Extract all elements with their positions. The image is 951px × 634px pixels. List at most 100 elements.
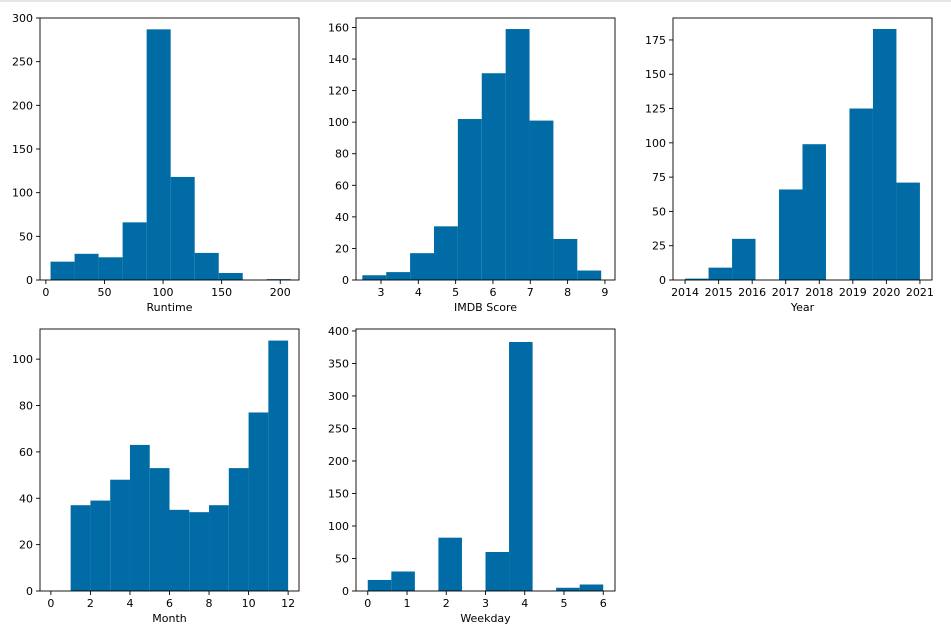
runtime-xtick-label: 150	[211, 286, 232, 299]
imdb-bar	[457, 119, 482, 280]
year-ytick-label: 25	[652, 240, 666, 253]
year-ytick-label: 100	[645, 137, 666, 150]
runtime-xlabel: Runtime	[147, 301, 193, 314]
runtime-bar	[98, 257, 123, 280]
runtime-bar	[146, 29, 171, 280]
imdb-bar	[434, 226, 458, 280]
weekday-ytick-label: 400	[328, 325, 349, 338]
imdb-ytick-label: 20	[335, 242, 349, 255]
year-xtick-label: 2014	[671, 286, 699, 299]
month-bar	[149, 468, 170, 591]
year-bar	[849, 108, 873, 280]
imdb-ytick-label: 140	[328, 53, 349, 66]
year-ytick-label: 0	[659, 274, 666, 287]
month-ytick-label: 40	[19, 492, 33, 505]
month-xtick-label: 6	[166, 597, 173, 610]
imdb-ytick-label: 120	[328, 85, 349, 98]
month-xtick-label: 10	[242, 597, 256, 610]
runtime-bar	[170, 176, 195, 280]
weekday-ytick-label: 150	[328, 487, 349, 500]
year-xtick-label: 2021	[906, 286, 934, 299]
weekday-xtick-label: 5	[560, 597, 567, 610]
weekday-ytick-label: 300	[328, 390, 349, 403]
year-xtick-label: 2016	[738, 286, 766, 299]
runtime-xtick-label: 200	[270, 286, 291, 299]
year-xtick-label: 2019	[839, 286, 867, 299]
month-bar	[268, 340, 289, 591]
year-xtick-label: 2015	[705, 286, 733, 299]
chart-year: 2014 2015 2016 2017 2018 2019 2020 2021 0 25 50 75 1…	[645, 17, 934, 314]
chart-weekday: 0 1 2 3 4 5 6 0 50 100 150 200 250 300 350 400 Weekday	[328, 325, 616, 625]
imdb-ytick-label: 40	[335, 211, 349, 224]
weekday-bar	[391, 571, 415, 591]
weekday-bar	[367, 579, 392, 591]
month-xtick-label: 8	[206, 597, 213, 610]
weekday-ytick-label: 350	[328, 357, 349, 370]
month-xtick-label: 12	[281, 597, 295, 610]
imdb-axes-frame	[355, 17, 616, 281]
runtime-ytick-label: 0	[26, 274, 33, 287]
runtime-ytick-label: 250	[12, 56, 33, 69]
weekday-xtick-label: 0	[364, 597, 371, 610]
weekday-ytick-label: 100	[328, 520, 349, 533]
month-xtick-label: 0	[47, 597, 54, 610]
imdb-ytick-label: 80	[335, 148, 349, 161]
imdb-bar	[410, 253, 434, 280]
month-xtick-label: 2	[87, 597, 94, 610]
weekday-ytick-label: 0	[342, 585, 349, 598]
imdb-xtick-label: 8	[564, 286, 571, 299]
weekday-xtick-label: 2	[443, 597, 450, 610]
weekday-ytick-label: 200	[328, 455, 349, 468]
month-ytick-label: 0	[26, 585, 33, 598]
imdb-xlabel: IMDB Score	[454, 301, 517, 314]
runtime-bar	[122, 222, 147, 280]
year-xtick-label: 2018	[805, 286, 833, 299]
year-ytick-label: 50	[652, 205, 666, 218]
runtime-bar	[218, 273, 243, 280]
imdb-xtick-label: 4	[415, 286, 422, 299]
chart-month: 0 2 4 6 8 10 12 0 20 40 60 80 100 Month	[12, 328, 300, 625]
year-ytick-label: 175	[645, 34, 666, 47]
weekday-bar	[556, 587, 580, 591]
weekday-axes-frame	[355, 328, 616, 592]
weekday-bar	[579, 584, 604, 591]
month-xlabel: Month	[152, 612, 187, 625]
weekday-bar	[485, 551, 510, 591]
runtime-xtick-label: 100	[153, 286, 174, 299]
imdb-xtick-label: 9	[601, 286, 608, 299]
month-bar	[110, 479, 130, 591]
runtime-xtick-label: 0	[42, 286, 49, 299]
month-ytick-label: 20	[19, 539, 33, 552]
imdb-ytick-label: 0	[342, 274, 349, 287]
month-bar	[90, 500, 111, 591]
imdb-bar	[577, 270, 602, 280]
month-bar	[129, 444, 150, 591]
year-xlabel: Year	[790, 301, 815, 314]
chart-imdb: 3 4 5 6 7 8 9 0 20 40 60 80 100 120 140 160 IMDB Score	[328, 17, 616, 314]
month-bar	[70, 505, 91, 591]
imdb-xtick-label: 5	[452, 286, 459, 299]
imdb-xtick-label: 3	[378, 286, 385, 299]
imdb-xtick-label: 6	[489, 286, 496, 299]
runtime-ytick-label: 100	[12, 187, 33, 200]
month-bar	[248, 412, 269, 591]
weekday-ytick-label: 250	[328, 422, 349, 435]
year-xtick-label: 2017	[772, 286, 800, 299]
imdb-ytick-label: 160	[328, 21, 349, 34]
imdb-ytick-label: 100	[328, 116, 349, 129]
runtime-ytick-label: 50	[19, 230, 33, 243]
year-bar	[802, 144, 826, 280]
runtime-xtick-label: 50	[97, 286, 111, 299]
imdb-bar	[529, 120, 554, 280]
month-bar	[228, 468, 249, 591]
month-bar	[209, 505, 229, 591]
month-bar	[189, 512, 210, 591]
chart-runtime: 0 50 100 150 200 0 50 100 150 200 250 300 Runtime	[12, 12, 300, 314]
year-xtick-label: 2020	[872, 286, 900, 299]
month-xtick-label: 4	[126, 597, 133, 610]
year-ytick-label: 75	[652, 171, 666, 184]
imdb-bar	[386, 272, 411, 280]
runtime-ytick-label: 150	[12, 143, 33, 156]
imdb-bar	[362, 275, 387, 280]
